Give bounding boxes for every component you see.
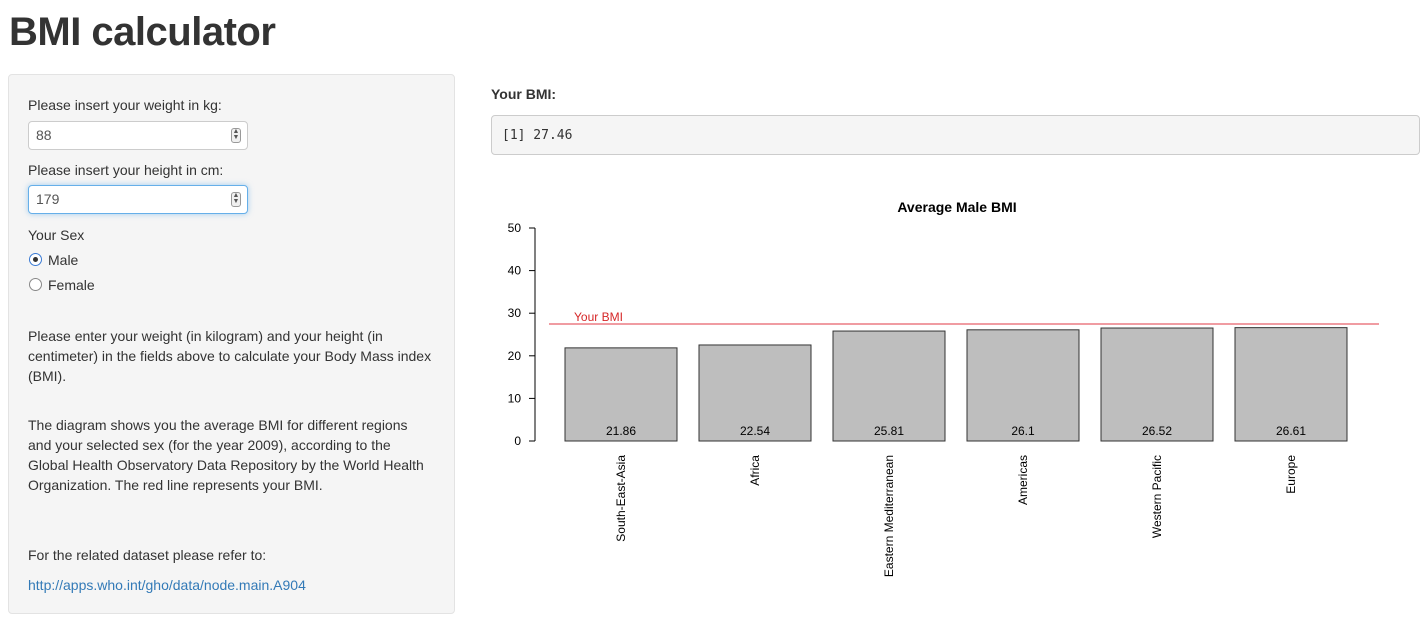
height-spinner-icon[interactable]: ▲ ▼ [231, 192, 241, 207]
bar [564, 347, 678, 442]
bmi-result-label: Your BMI: [491, 86, 557, 102]
reference-line-group: Your BMI [549, 310, 1379, 325]
bar-value-label: 22.54 [740, 424, 770, 438]
page-title: BMI calculator [9, 10, 276, 54]
bar-value-label: 26.1 [1011, 424, 1035, 438]
weight-input[interactable]: 88 ▲ ▼ [28, 121, 248, 150]
y-tick-label: 20 [508, 349, 522, 363]
bar [832, 330, 946, 442]
height-label: Please insert your height in cm: [28, 162, 224, 178]
x-category-label: Africa [748, 455, 762, 486]
y-tick-label: 10 [508, 391, 522, 405]
weight-input-value: 88 [36, 127, 52, 143]
x-category-label: Americas [1016, 455, 1030, 505]
diagram-description: The diagram shows you the average BMI fo… [28, 417, 424, 493]
x-category-label: Western Pacific [1150, 455, 1164, 538]
y-tick-label: 50 [508, 221, 522, 235]
bar-value-label: 26.52 [1142, 424, 1172, 438]
sex-label: Your Sex [28, 227, 85, 243]
radio-male[interactable] [29, 253, 42, 266]
bmi-result-output: [1] 27.46 [491, 115, 1420, 155]
bar-value-label: 21.86 [606, 424, 636, 438]
y-axis: 0 10 20 30 40 50 [508, 221, 536, 448]
bar [1100, 327, 1214, 442]
bar [698, 344, 812, 442]
bars-group: 21.86 South-East-Asia 22.54 Africa 25.81 East… [564, 327, 1348, 577]
height-input[interactable]: 179 ▲ ▼ [28, 185, 248, 214]
chart-title: Average Male BMI [897, 199, 1016, 215]
y-tick-label: 30 [508, 306, 522, 320]
weight-label: Please insert your weight in kg: [28, 97, 222, 113]
sidebar-panel: Please insert your weight in kg: 88 ▲ ▼ P… [8, 74, 455, 614]
x-category-label: Europe [1284, 455, 1298, 494]
y-tick-label: 0 [514, 434, 521, 448]
y-tick-label: 40 [508, 264, 522, 278]
instructions-paragraph: Please enter your weight (in kilogram) a… [28, 328, 432, 384]
height-input-value: 179 [36, 191, 60, 207]
bar-value-label: 26.61 [1276, 424, 1306, 438]
dataset-link[interactable]: http://apps.who.int/gho/data/node.main.A… [28, 577, 306, 593]
bmi-bar-chart: Average Male BMI 0 10 20 30 40 50 21.86 South-… [508, 199, 1379, 577]
radio-female[interactable] [29, 278, 42, 291]
dataset-reference-label: For the related dataset please refer to: [28, 547, 267, 563]
your-bmi-line-label: Your BMI [574, 310, 623, 324]
bar [966, 329, 1080, 442]
weight-spinner-icon[interactable]: ▲ ▼ [231, 128, 241, 143]
radio-male-label[interactable]: Male [48, 252, 79, 268]
radio-female-label[interactable]: Female [48, 277, 95, 293]
bar-value-label: 25.81 [874, 424, 904, 438]
x-category-label: South-East-Asia [614, 455, 628, 542]
x-category-label: Eastern Mediterranean [882, 455, 896, 577]
bar [1234, 327, 1348, 442]
